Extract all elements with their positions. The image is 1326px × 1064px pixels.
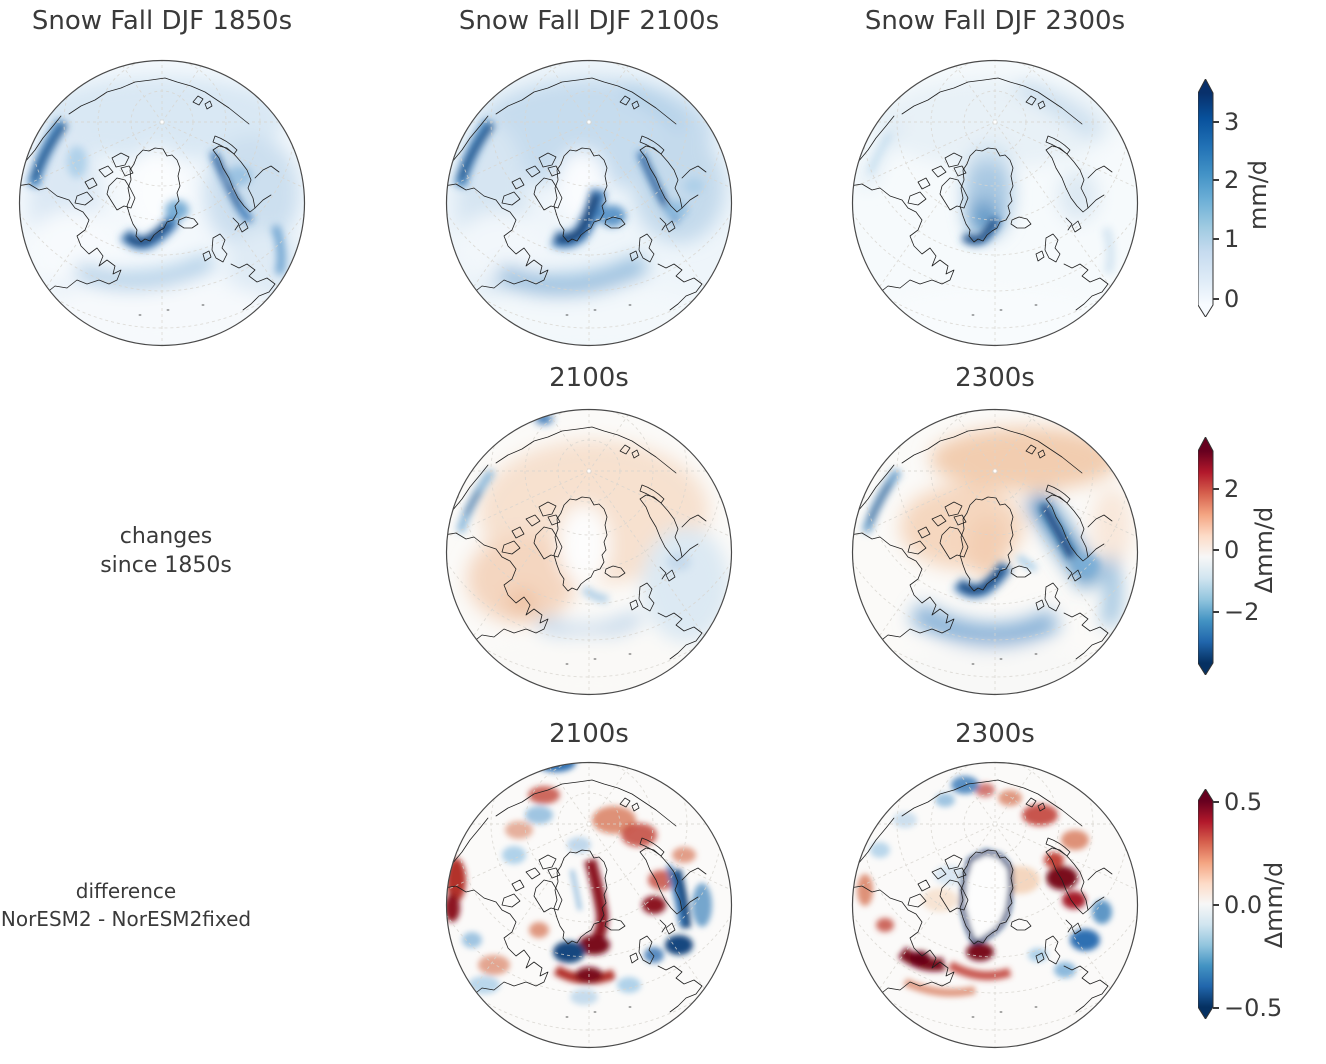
tick-label: 3 xyxy=(1224,108,1240,136)
tick-mark xyxy=(1213,801,1219,803)
colorbar-unit-label: Δmm/d xyxy=(1250,506,1278,594)
colorbar-unit-label: Δmm/d xyxy=(1260,861,1288,949)
tick-mark xyxy=(1213,179,1219,181)
row-label-changes: changes since 1850s xyxy=(46,522,286,580)
tick-mark xyxy=(1213,298,1219,300)
tick-label: 0 xyxy=(1224,285,1240,313)
tick-label: −2 xyxy=(1224,598,1260,626)
tick-mark xyxy=(1213,121,1219,123)
colorbar-gradient xyxy=(1198,789,1214,1019)
map-diff-2300s xyxy=(850,760,1140,1050)
row-label-line: NorESM2 - NorESM2fixed xyxy=(0,907,252,931)
tick-mark xyxy=(1213,904,1219,906)
panel-title-diff-2300s: 2300s xyxy=(955,719,1035,749)
map-snowfall-2300s xyxy=(850,58,1140,348)
panel-title-change-2100s: 2100s xyxy=(549,363,629,393)
row-label-line: since 1850s xyxy=(100,553,232,578)
tick-label: −0.5 xyxy=(1224,994,1283,1022)
tick-mark xyxy=(1213,238,1219,240)
tick-label: 2 xyxy=(1224,166,1240,194)
colorbar-change: 2 0 −2 Δmm/d xyxy=(1198,437,1326,675)
row-label-line: changes xyxy=(119,524,213,549)
map-change-2100s xyxy=(444,407,734,697)
colorbar-snowfall: 3 2 1 0 mm/d xyxy=(1198,79,1326,317)
tick-label: 0.0 xyxy=(1224,891,1263,919)
panel-title-change-2300s: 2300s xyxy=(955,363,1035,393)
row-label-difference: difference NorESM2 - NorESM2fixed xyxy=(0,877,252,933)
map-snowfall-1850s xyxy=(17,58,307,348)
tick-mark xyxy=(1213,549,1219,551)
map-snowfall-2100s xyxy=(444,58,734,348)
tick-label: 2 xyxy=(1224,475,1240,503)
tick-label: 0 xyxy=(1224,536,1240,564)
tick-mark xyxy=(1213,1007,1219,1009)
tick-label: 0.5 xyxy=(1224,788,1263,816)
panel-title-snowfall-1850s: Snow Fall DJF 1850s xyxy=(31,6,293,36)
row-label-line: difference xyxy=(75,879,177,903)
panel-title-diff-2100s: 2100s xyxy=(549,719,629,749)
panel-title-snowfall-2100s: Snow Fall DJF 2100s xyxy=(458,6,720,36)
tick-mark xyxy=(1213,488,1219,490)
colorbar-gradient xyxy=(1198,437,1214,675)
colorbar-difference: 0.5 0.0 −0.5 Δmm/d xyxy=(1198,788,1326,1022)
tick-label: 1 xyxy=(1224,225,1240,253)
map-diff-2100s xyxy=(444,760,734,1050)
panel-title-snowfall-2300s: Snow Fall DJF 2300s xyxy=(864,6,1126,36)
map-change-2300s xyxy=(850,407,1140,697)
tick-mark xyxy=(1213,611,1219,613)
colorbar-unit-label: mm/d xyxy=(1244,159,1272,231)
colorbar-gradient xyxy=(1198,79,1214,317)
